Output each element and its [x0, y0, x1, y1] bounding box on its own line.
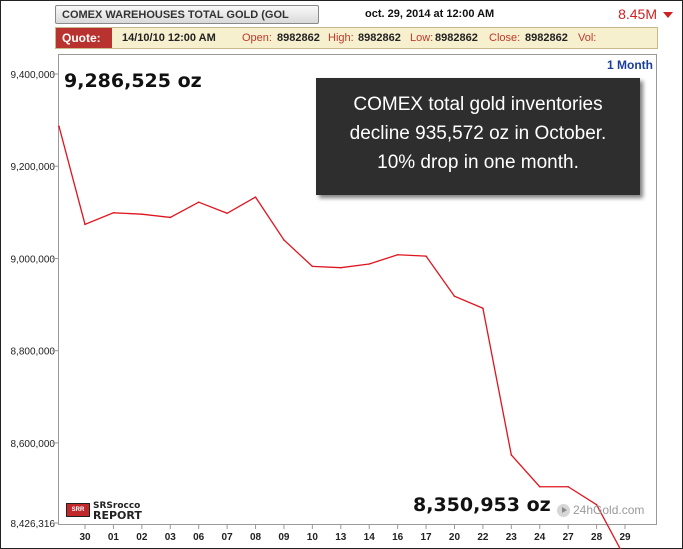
high-value: 8982862: [358, 32, 401, 44]
x-tick-label: 17: [420, 532, 432, 543]
data-point: [283, 239, 285, 241]
start-value-callout: 9,286,525 oz: [64, 70, 202, 92]
open-value: 8982862: [277, 32, 320, 44]
data-point: [368, 263, 371, 265]
data-point: [169, 216, 172, 219]
x-tick-label: 06: [193, 532, 205, 543]
data-point: [482, 307, 484, 310]
data-point: [311, 265, 314, 268]
instrument-title-tab[interactable]: COMEX WAREHOUSES TOTAL GOLD (GOL: [55, 5, 319, 24]
x-tick-label: 16: [392, 532, 404, 543]
data-point: [254, 196, 257, 198]
x-tick-label: 07: [222, 532, 234, 543]
quote-bar: Quote: 14/10/10 12:00 AM Open: 8982862 H…: [55, 27, 658, 49]
low-label: Low:: [410, 32, 434, 44]
x-tick-label: 03: [165, 532, 177, 543]
x-tick-label: 08: [250, 532, 262, 543]
x-tick-label: 01: [108, 532, 120, 543]
chart-header: COMEX WAREHOUSES TOTAL GOLD (GOL oct. 29…: [55, 5, 681, 25]
srsrocco-logo-top: SRSrocco: [93, 501, 141, 511]
x-tick-label: 14: [364, 532, 376, 543]
24hgold-logo: 24hGold.com: [557, 503, 645, 518]
srsrocco-logo-bottom: REPORT: [93, 509, 142, 522]
volume-down-arrow-icon: [663, 12, 673, 18]
srsrocco-logo: SRR SRSrocco REPORT: [66, 499, 166, 522]
x-tick-label: 02: [136, 532, 148, 543]
srsrocco-logo-text: SRSrocco REPORT: [93, 500, 142, 522]
x-tick-label: 22: [477, 532, 489, 543]
x-tick-label: 27: [563, 532, 575, 543]
y-tick-label: 8,426,316: [11, 519, 56, 530]
note-line: COMEX total gold inventories: [353, 94, 603, 115]
x-tick-label: 24: [534, 532, 546, 543]
y-tick-label: 8,600,000: [11, 439, 56, 450]
data-point: [141, 213, 143, 215]
low-value: 8982862: [435, 32, 478, 44]
data-point: [396, 253, 399, 256]
data-point: [197, 201, 200, 203]
data-point: [112, 212, 115, 214]
data-point: [567, 485, 569, 488]
summary-note: COMEX total gold inventories decline 935…: [316, 78, 640, 195]
x-tick-label: 23: [506, 532, 518, 543]
open-label: Open:: [242, 32, 272, 44]
x-tick-label: 20: [449, 532, 461, 543]
y-tick-label: 9,200,000: [11, 162, 56, 173]
close-value: 8982862: [525, 32, 568, 44]
data-point: [510, 454, 513, 456]
volume-value: 8.45M: [618, 6, 657, 22]
quote-datetime: 14/10/10 12:00 AM: [122, 32, 216, 44]
note-line: 10% drop in one month.: [377, 152, 579, 173]
data-point: [339, 266, 342, 269]
chart-date: oct. 29, 2014 at 12:00 AM: [365, 8, 495, 20]
x-tick-label: 29: [619, 532, 631, 543]
data-point: [84, 223, 86, 226]
period-selector[interactable]: 1 Month: [607, 58, 653, 72]
end-value-callout: 8,350,953 oz: [413, 494, 551, 516]
high-label: High:: [328, 32, 354, 44]
quote-label: Quote:: [56, 28, 112, 48]
data-point: [58, 125, 60, 128]
data-point: [425, 255, 427, 257]
x-tick-label: 28: [591, 532, 603, 543]
play-icon: [557, 504, 570, 518]
y-tick-label: 9,000,000: [11, 254, 56, 265]
data-point: [538, 485, 541, 488]
y-tick-label: 9,400,000: [11, 70, 56, 81]
24hgold-logo-text: 24hGold.com: [573, 503, 645, 517]
srsrocco-logo-badge: SRR: [66, 503, 90, 517]
vol-label: Vol:: [578, 32, 597, 44]
data-point: [453, 295, 456, 298]
close-label: Close:: [489, 32, 521, 44]
note-line: decline 935,572 oz in October.: [349, 123, 607, 144]
x-tick-label: 10: [307, 532, 319, 543]
x-tick-label: 09: [278, 532, 290, 543]
data-point: [226, 212, 228, 215]
data-point: [595, 503, 598, 506]
x-tick-label: 13: [335, 532, 347, 543]
y-tick-label: 8,800,000: [11, 347, 56, 358]
x-tick-label: 30: [79, 532, 91, 543]
